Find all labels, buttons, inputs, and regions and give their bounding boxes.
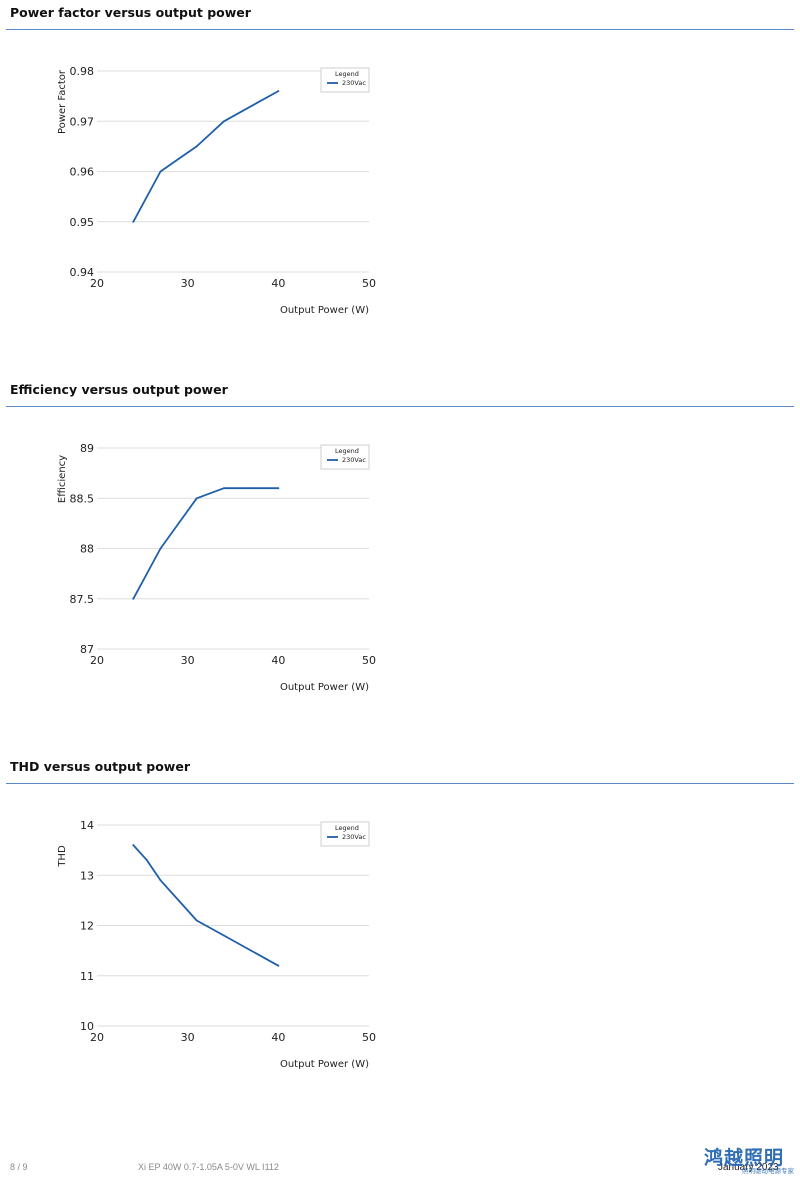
x-tick-label: 40 bbox=[271, 277, 285, 290]
data-point bbox=[195, 145, 198, 148]
y-tick-label: 11 bbox=[80, 970, 94, 983]
legend-label: 230Vac bbox=[342, 456, 366, 464]
legend-title: Legend bbox=[335, 824, 359, 832]
y-tick-label: 0.96 bbox=[70, 166, 95, 179]
y-tick-label: 87 bbox=[80, 643, 94, 656]
legend-label: 230Vac bbox=[342, 79, 366, 87]
section-divider bbox=[6, 406, 794, 407]
legend-box bbox=[320, 67, 370, 93]
legend-box bbox=[320, 821, 370, 847]
data-point bbox=[177, 899, 180, 902]
x-tick-label: 40 bbox=[271, 1031, 285, 1044]
watermark-subtext: 照明驱动电源专家 bbox=[742, 1167, 794, 1175]
section-title-thd: THD versus output power bbox=[10, 759, 190, 774]
legend-label: 230Vac bbox=[342, 833, 366, 841]
data-point bbox=[223, 120, 225, 123]
legend-box bbox=[320, 444, 370, 470]
y-tick-label: 0.97 bbox=[70, 115, 95, 128]
x-tick-label: 50 bbox=[362, 1031, 376, 1044]
legend-title: Legend bbox=[335, 447, 359, 455]
series-line-230Vac bbox=[132, 487, 280, 600]
data-point bbox=[277, 487, 280, 490]
y-tick-label: 14 bbox=[80, 819, 94, 832]
data-point bbox=[223, 934, 225, 937]
x-tick-label: 20 bbox=[90, 654, 104, 667]
y-tick-label: 12 bbox=[80, 920, 94, 933]
x-tick-label: 50 bbox=[362, 277, 376, 290]
x-axis-label: Output Power (W) bbox=[280, 305, 369, 316]
x-tick-label: 20 bbox=[90, 1031, 104, 1044]
x-tick-label: 20 bbox=[90, 277, 104, 290]
x-tick-label: 40 bbox=[271, 654, 285, 667]
data-point bbox=[177, 158, 180, 160]
section-title-efficiency: Efficiency versus output power bbox=[10, 382, 228, 397]
data-point bbox=[132, 220, 135, 223]
y-axis-label: Power Factor bbox=[57, 69, 68, 134]
y-axis-label: THD bbox=[57, 845, 68, 868]
data-point bbox=[159, 879, 162, 882]
data-point bbox=[223, 487, 225, 490]
data-point bbox=[277, 90, 280, 92]
y-tick-label: 88.5 bbox=[70, 492, 95, 505]
y-tick-label: 0.94 bbox=[70, 266, 95, 279]
y-tick-label: 0.95 bbox=[70, 216, 95, 229]
watermark-text: 鸿越照明 bbox=[704, 1147, 785, 1169]
series-line-230Vac bbox=[132, 844, 280, 967]
x-tick-label: 30 bbox=[181, 654, 195, 667]
section-divider bbox=[6, 783, 794, 784]
section-title-power-factor: Power factor versus output power bbox=[10, 5, 251, 20]
data-point bbox=[145, 859, 148, 862]
y-tick-label: 10 bbox=[80, 1020, 94, 1033]
x-axis-label: Output Power (W) bbox=[280, 1059, 369, 1070]
watermark-logo: 鸿越照明 照明驱动电源专家 bbox=[700, 1143, 796, 1177]
footer-product-name: Xi EP 40W 0.7-1.05A 5-0V WL I112 bbox=[138, 1162, 279, 1172]
x-tick-label: 50 bbox=[362, 654, 376, 667]
footer-page-number: 8 / 9 bbox=[10, 1162, 28, 1172]
y-tick-label: 87.5 bbox=[70, 593, 95, 606]
y-tick-label: 89 bbox=[80, 442, 94, 455]
data-point bbox=[132, 844, 135, 846]
y-axis-label: Efficiency bbox=[57, 455, 68, 503]
data-point bbox=[159, 170, 162, 173]
y-tick-label: 0.98 bbox=[70, 65, 95, 78]
data-point bbox=[195, 497, 198, 500]
data-point bbox=[250, 487, 253, 490]
y-tick-label: 13 bbox=[80, 869, 94, 882]
section-divider bbox=[6, 29, 794, 30]
y-tick-label: 88 bbox=[80, 543, 94, 556]
data-point bbox=[250, 949, 253, 952]
x-axis-label: Output Power (W) bbox=[280, 682, 369, 693]
legend-title: Legend bbox=[335, 70, 359, 78]
x-tick-label: 30 bbox=[181, 1031, 195, 1044]
data-point bbox=[177, 522, 180, 525]
data-point bbox=[132, 597, 135, 600]
data-point bbox=[250, 105, 253, 108]
data-point bbox=[277, 964, 280, 967]
data-point bbox=[195, 919, 198, 922]
series-line-230Vac bbox=[132, 90, 280, 223]
data-point bbox=[159, 547, 162, 550]
x-tick-label: 30 bbox=[181, 277, 195, 290]
footer-date: January 2023 bbox=[718, 1162, 779, 1173]
